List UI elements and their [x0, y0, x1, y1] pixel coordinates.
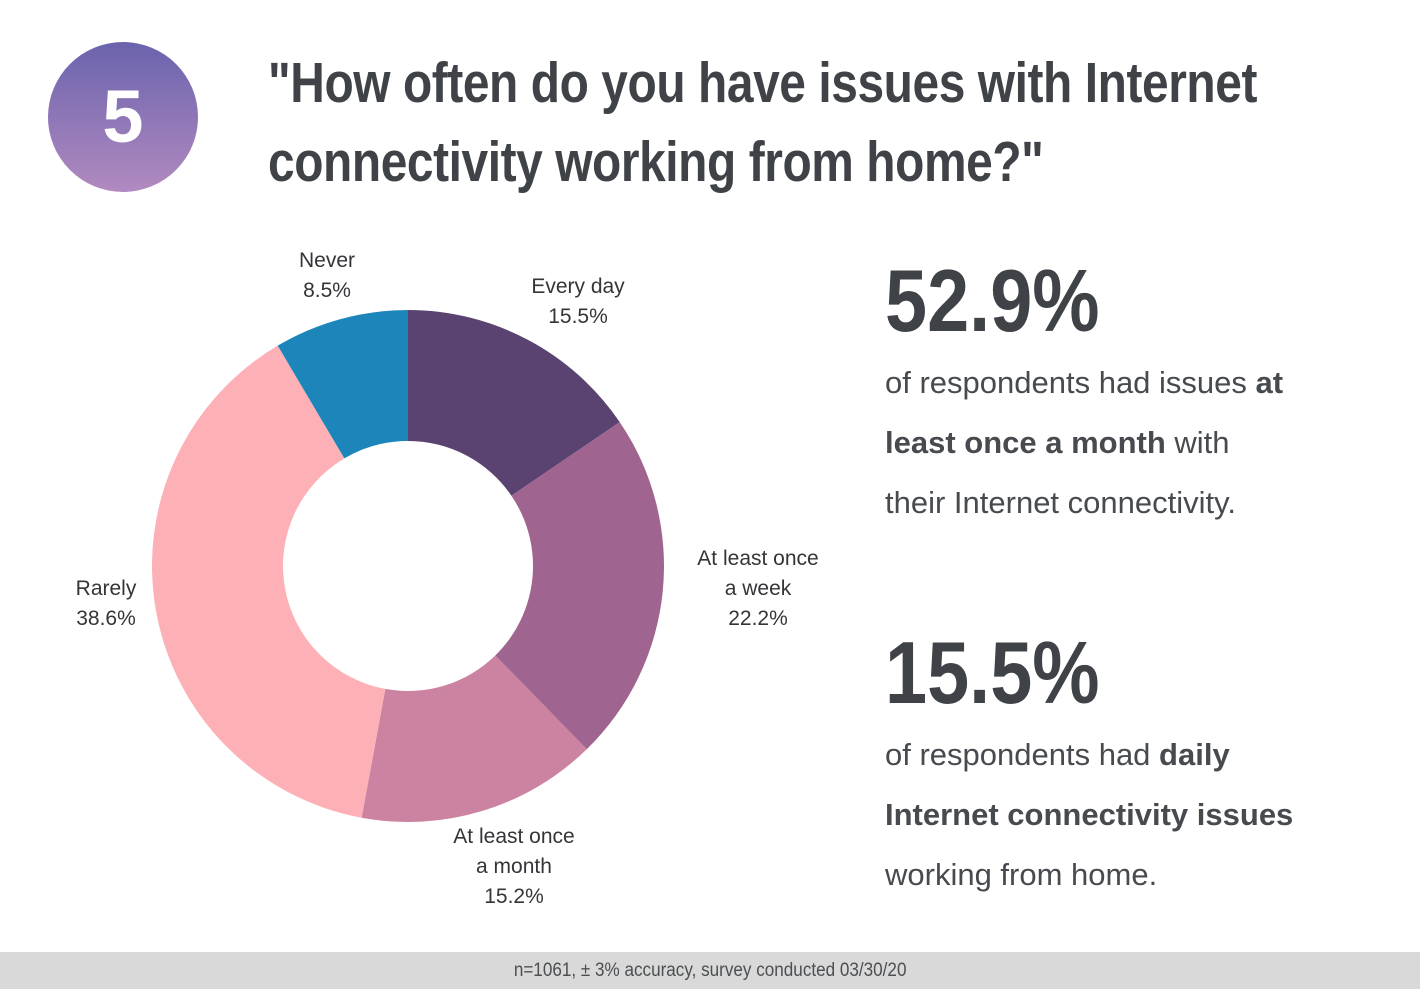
donut-label-never: Never 8.5%	[237, 246, 417, 306]
label-category: Every day	[531, 275, 625, 298]
donut-segment-at-least-once-a-month	[361, 655, 587, 822]
stat-description-line: working from home.	[885, 857, 1158, 892]
stat-description: of respondents had daily Internet connec…	[885, 725, 1395, 905]
stat-description-line: Internet connectivity issues	[885, 797, 1294, 832]
donut-segment-never	[277, 310, 408, 459]
label-category: Never	[298, 249, 356, 272]
stat-value: 52.9%	[885, 251, 1100, 350]
donut-label-rarely: Rarely 38.6%	[26, 574, 186, 634]
donut-segment-every-day	[408, 310, 620, 496]
label-category: a month	[476, 855, 552, 878]
label-value: 15.5%	[548, 305, 608, 328]
label-category: At least once	[453, 825, 575, 848]
stat-value: 15.5%	[885, 623, 1100, 722]
badge-number: 5	[102, 75, 144, 158]
stat-block-monthly: 52.9% of respondents had issues at least…	[885, 254, 1395, 533]
footnote-bar: n=1061, ± 3% accuracy, survey conducted …	[0, 952, 1420, 989]
stat-description-line: of respondents had issues at	[885, 365, 1284, 400]
donut-segment-at-least-once-a-week	[495, 422, 664, 750]
stat-block-daily: 15.5% of respondents had daily Internet …	[885, 626, 1395, 905]
donut-label-once-a-month: At least once a month 15.2%	[416, 822, 612, 912]
label-value: 22.2%	[728, 607, 788, 630]
title-line-2: connectivity working from home?"	[268, 130, 1044, 194]
donut-chart	[152, 310, 664, 822]
label-category: At least once	[697, 547, 819, 570]
label-category: Rarely	[75, 577, 137, 600]
stat-description-line: least once a month with	[885, 425, 1230, 460]
label-value: 15.2%	[484, 885, 544, 908]
number-badge: 5	[48, 42, 198, 192]
donut-label-once-a-week: At least once a week 22.2%	[660, 544, 856, 634]
label-category: a week	[724, 577, 792, 600]
label-value: 8.5%	[303, 279, 351, 302]
label-value: 38.6%	[76, 607, 136, 630]
stat-description: of respondents had issues at least once …	[885, 353, 1395, 533]
footnote-text: n=1061, ± 3% accuracy, survey conducted …	[513, 959, 907, 981]
stat-description-line: their Internet connectivity.	[885, 485, 1236, 520]
page-title: "How often do you have issues with Inter…	[268, 44, 1420, 202]
stat-description-line: of respondents had daily	[885, 737, 1230, 772]
donut-label-every-day: Every day 15.5%	[488, 272, 668, 332]
title-line-1: "How often do you have issues with Inter…	[268, 51, 1257, 115]
donut-segment-rarely	[152, 345, 386, 818]
